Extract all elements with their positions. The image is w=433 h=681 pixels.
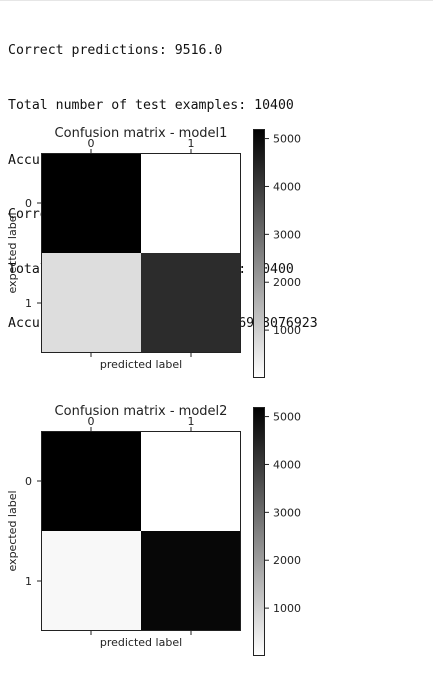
x-tick-label: 0: [88, 415, 95, 428]
y-tick-label: 0: [25, 197, 32, 210]
colorbar-tick-label: 5000: [273, 133, 301, 146]
y-axis-label: expected label: [6, 212, 19, 293]
x-tick-label: 1: [188, 137, 195, 150]
matrix-cell: [141, 253, 241, 353]
colorbar: [253, 407, 265, 656]
output-line: Total number of test examples: 10400: [8, 98, 294, 113]
colorbar-tick-label: 1000: [273, 324, 301, 337]
colorbar-frame: [253, 407, 265, 656]
colorbar-tick-label: 2000: [273, 276, 301, 289]
output-line: Correct predictions: 9516.0: [8, 43, 223, 59]
y-axis-label: expected label: [6, 490, 19, 571]
matrix-cell: [41, 431, 141, 531]
x-axis-label: predicted label: [100, 358, 182, 371]
x-tick-label: 1: [188, 415, 195, 428]
x-axis-label: predicted label: [100, 636, 182, 649]
matrix-cell: [141, 431, 241, 531]
y-tick-label: 1: [25, 297, 32, 310]
cell-top-border: [0, 0, 433, 1]
y-tick-label: 1: [25, 575, 32, 588]
y-tick-label: 0: [25, 475, 32, 488]
colorbar: [253, 129, 265, 378]
matrix-frame: [41, 153, 241, 353]
x-tick-label: 0: [88, 137, 95, 150]
colorbar-tick-label: 2000: [273, 554, 301, 567]
colorbar-tick-label: 4000: [273, 180, 301, 193]
matrix-frame: [41, 431, 241, 631]
matrix-cell: [41, 531, 141, 631]
matrix-cell: [141, 153, 241, 253]
chart-title: Confusion matrix - model1: [55, 126, 228, 141]
colorbar-tick-label: 3000: [273, 506, 301, 519]
chart-title: Confusion matrix - model2: [55, 404, 228, 419]
colorbar-frame: [253, 129, 265, 378]
matrix-cell: [41, 153, 141, 253]
colorbar-tick-label: 5000: [273, 411, 301, 424]
matrix-cell: [141, 531, 241, 631]
matrix-cell: [41, 253, 141, 353]
colorbar-tick-label: 4000: [273, 458, 301, 471]
colorbar-tick-label: 1000: [273, 602, 301, 615]
colorbar-tick-label: 3000: [273, 228, 301, 241]
